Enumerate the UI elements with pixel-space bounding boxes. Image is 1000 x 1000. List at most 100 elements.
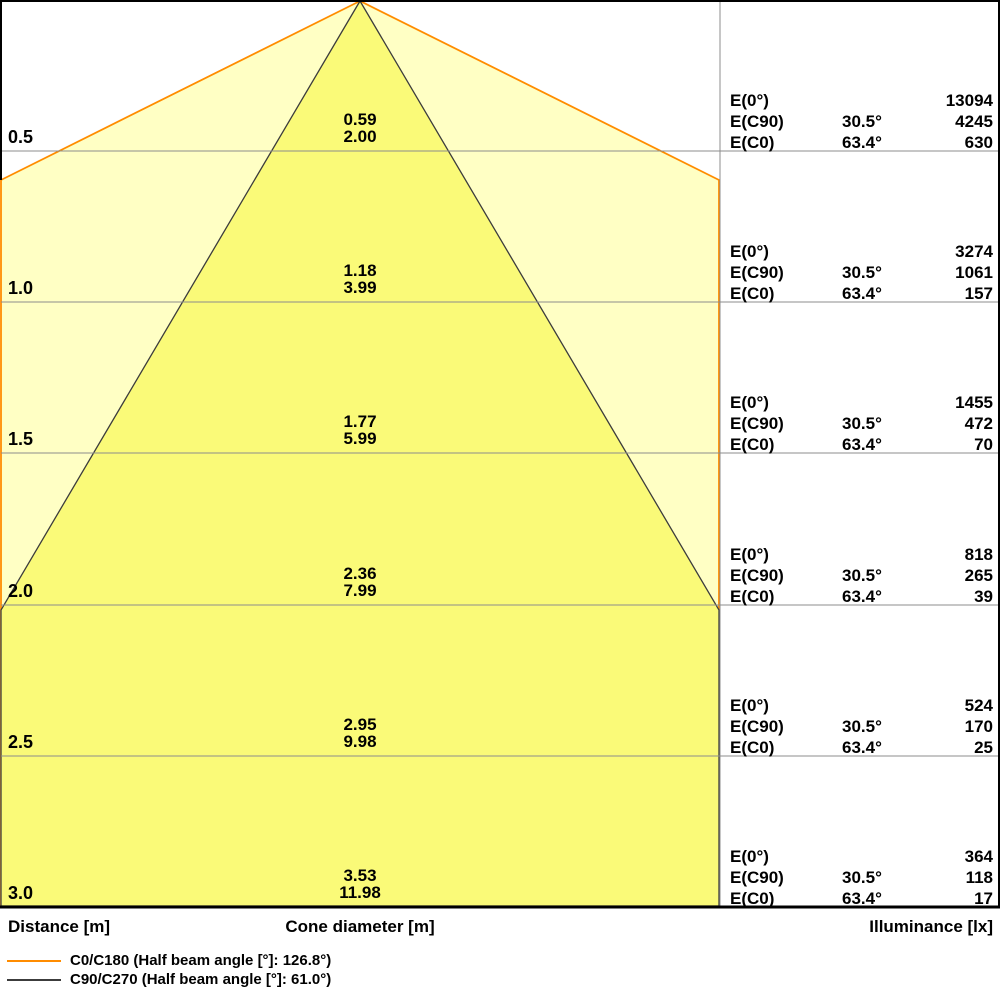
lux-value: 157 (964, 284, 993, 303)
e-label: E(0°) (730, 242, 769, 261)
lux-value: 364 (964, 847, 993, 866)
distance-label: 2.0 (8, 581, 34, 601)
beam-angle-value: 30.5° (842, 263, 882, 282)
lux-value: 265 (964, 566, 993, 585)
beam-angle-value: 63.4° (842, 738, 882, 757)
illuminance-row: E(C90) 30.5° 170 (720, 716, 994, 737)
cone-diameter-c0: 3.99 (343, 278, 377, 297)
legend-entry-c90-c270: C90/C270 (Half beam angle [°]: 61.0°) (7, 971, 331, 989)
lux-value: 170 (964, 717, 993, 736)
beam-angle-value (842, 392, 904, 413)
beam-angle-value: 63.4° (842, 435, 882, 454)
distance-label: 2.5 (8, 732, 34, 752)
e-label: E(C90) (730, 566, 784, 585)
lux-value: 630 (964, 133, 993, 152)
cone-diameter-values: 2.36 7.99 (160, 565, 560, 599)
e-label: E(0°) (730, 91, 769, 110)
beam-angle-value: 30.5° (842, 566, 882, 585)
illuminance-table: E(0°) 13094 E(C90) 30.5° 4245 E(C0) 63.4… (720, 90, 994, 153)
illuminance-row: E(0°) 524 (720, 695, 994, 716)
e-label: E(0°) (730, 847, 769, 866)
cone-diameter-c0: 7.99 (343, 581, 377, 600)
cone-diameter-c0: 5.99 (343, 429, 377, 448)
cone-diameter-c90: 3.53 (343, 866, 377, 885)
e-label: E(C90) (730, 112, 784, 131)
lux-value: 818 (964, 545, 993, 564)
distance-axis-label: Distance [m] (8, 917, 111, 936)
distance-label: 1.0 (8, 278, 34, 298)
e-label: E(C0) (730, 284, 775, 303)
light-cone-chart (0, 0, 1000, 910)
illuminance-table: E(0°) 364 E(C90) 30.5° 118 E(C0) 63.4° 1… (720, 846, 994, 909)
cone-diameter-values: 1.77 5.99 (160, 413, 560, 447)
e-label: E(C0) (730, 133, 775, 152)
beam-angle-value: 30.5° (842, 717, 882, 736)
lux-value: 524 (964, 696, 993, 715)
lux-value: 1455 (955, 393, 993, 412)
distance-label: 1.5 (8, 429, 34, 449)
lux-value: 4245 (955, 112, 993, 131)
cone-diameter-c0: 11.98 (339, 883, 381, 902)
e-label: E(C0) (730, 587, 775, 606)
illuminance-row: E(0°) 13094 (720, 90, 994, 111)
illuminance-row: E(C0) 63.4° 39 (720, 586, 994, 607)
beam-angle-value (842, 695, 904, 716)
distance-gridlines (1, 150, 999, 757)
lux-value: 13094 (945, 91, 993, 110)
cone-diameter-c0: 9.98 (343, 732, 377, 751)
e-label: E(C90) (730, 263, 784, 282)
illuminance-axis-label: Illuminance [lx] (869, 917, 993, 936)
cone-diameter-values: 1.18 3.99 (160, 262, 560, 296)
e-label: E(C0) (730, 435, 775, 454)
lux-value: 472 (964, 414, 993, 433)
illuminance-row: E(0°) 818 (720, 544, 994, 565)
illuminance-row: E(0°) 3274 (720, 241, 994, 262)
orange-line-swatch-icon (7, 960, 61, 962)
lux-value: 70 (974, 435, 993, 454)
lux-value: 25 (974, 738, 993, 757)
beam-angle-value: 30.5° (842, 112, 882, 131)
cone-diameter-c0: 2.00 (343, 127, 377, 146)
beam-angle-value (842, 544, 904, 565)
distance-label: 0.5 (8, 127, 34, 147)
beam-angle-value: 63.4° (842, 284, 882, 303)
beam-angle-value: 30.5° (842, 414, 882, 433)
illuminance-row: E(C0) 63.4° 70 (720, 434, 994, 455)
cone-diameter-c90: 1.77 (343, 412, 377, 431)
chart-frame (0, 0, 1000, 909)
illuminance-row: E(C90) 30.5° 265 (720, 565, 994, 586)
illuminance-table: E(0°) 818 E(C90) 30.5° 265 E(C0) 63.4° 3… (720, 544, 994, 607)
e-label: E(0°) (730, 545, 769, 564)
beam-angle-value (842, 846, 904, 867)
illuminance-row: E(C90) 30.5° 118 (720, 867, 994, 888)
beam-angle-value: 30.5° (842, 868, 882, 887)
illuminance-table: E(0°) 3274 E(C90) 30.5° 1061 E(C0) 63.4°… (720, 241, 994, 304)
e-label: E(C0) (730, 889, 775, 908)
lux-value: 17 (974, 889, 993, 908)
e-label: E(C0) (730, 738, 775, 757)
lux-value: 118 (965, 868, 993, 887)
e-label: E(C90) (730, 414, 784, 433)
illuminance-row: E(C0) 63.4° 25 (720, 737, 994, 758)
beam-angle-value (842, 90, 904, 111)
beam-angle-value: 63.4° (842, 889, 882, 908)
cone-diameter-values: 0.59 2.00 (160, 111, 560, 145)
beam-angle-value (842, 241, 904, 262)
illuminance-row: E(0°) 1455 (720, 392, 994, 413)
distance-label: 3.0 (8, 883, 34, 903)
beam-angle-value: 63.4° (842, 133, 882, 152)
legend-label: C90/C270 (Half beam angle [°]: 61.0°) (70, 971, 332, 988)
illuminance-row: E(C90) 30.5° 1061 (720, 262, 994, 283)
legend-label: C0/C180 (Half beam angle [°]: 126.8°) (70, 952, 332, 969)
legend-entry-c0-c180: C0/C180 (Half beam angle [°]: 126.8°) (7, 952, 331, 970)
illuminance-row: E(C0) 63.4° 630 (720, 132, 994, 153)
illuminance-table: E(0°) 524 E(C90) 30.5° 170 E(C0) 63.4° 2… (720, 695, 994, 758)
illuminance-row: E(C0) 63.4° 17 (720, 888, 994, 909)
e-label: E(0°) (730, 696, 769, 715)
cone-diameter-axis-label: Cone diameter [m] (285, 917, 435, 936)
cone-diameter-c90: 2.95 (343, 715, 377, 734)
lux-value: 1061 (955, 263, 993, 282)
illuminance-row: E(C90) 30.5° 472 (720, 413, 994, 434)
illuminance-table: E(0°) 1455 E(C90) 30.5° 472 E(C0) 63.4° … (720, 392, 994, 455)
